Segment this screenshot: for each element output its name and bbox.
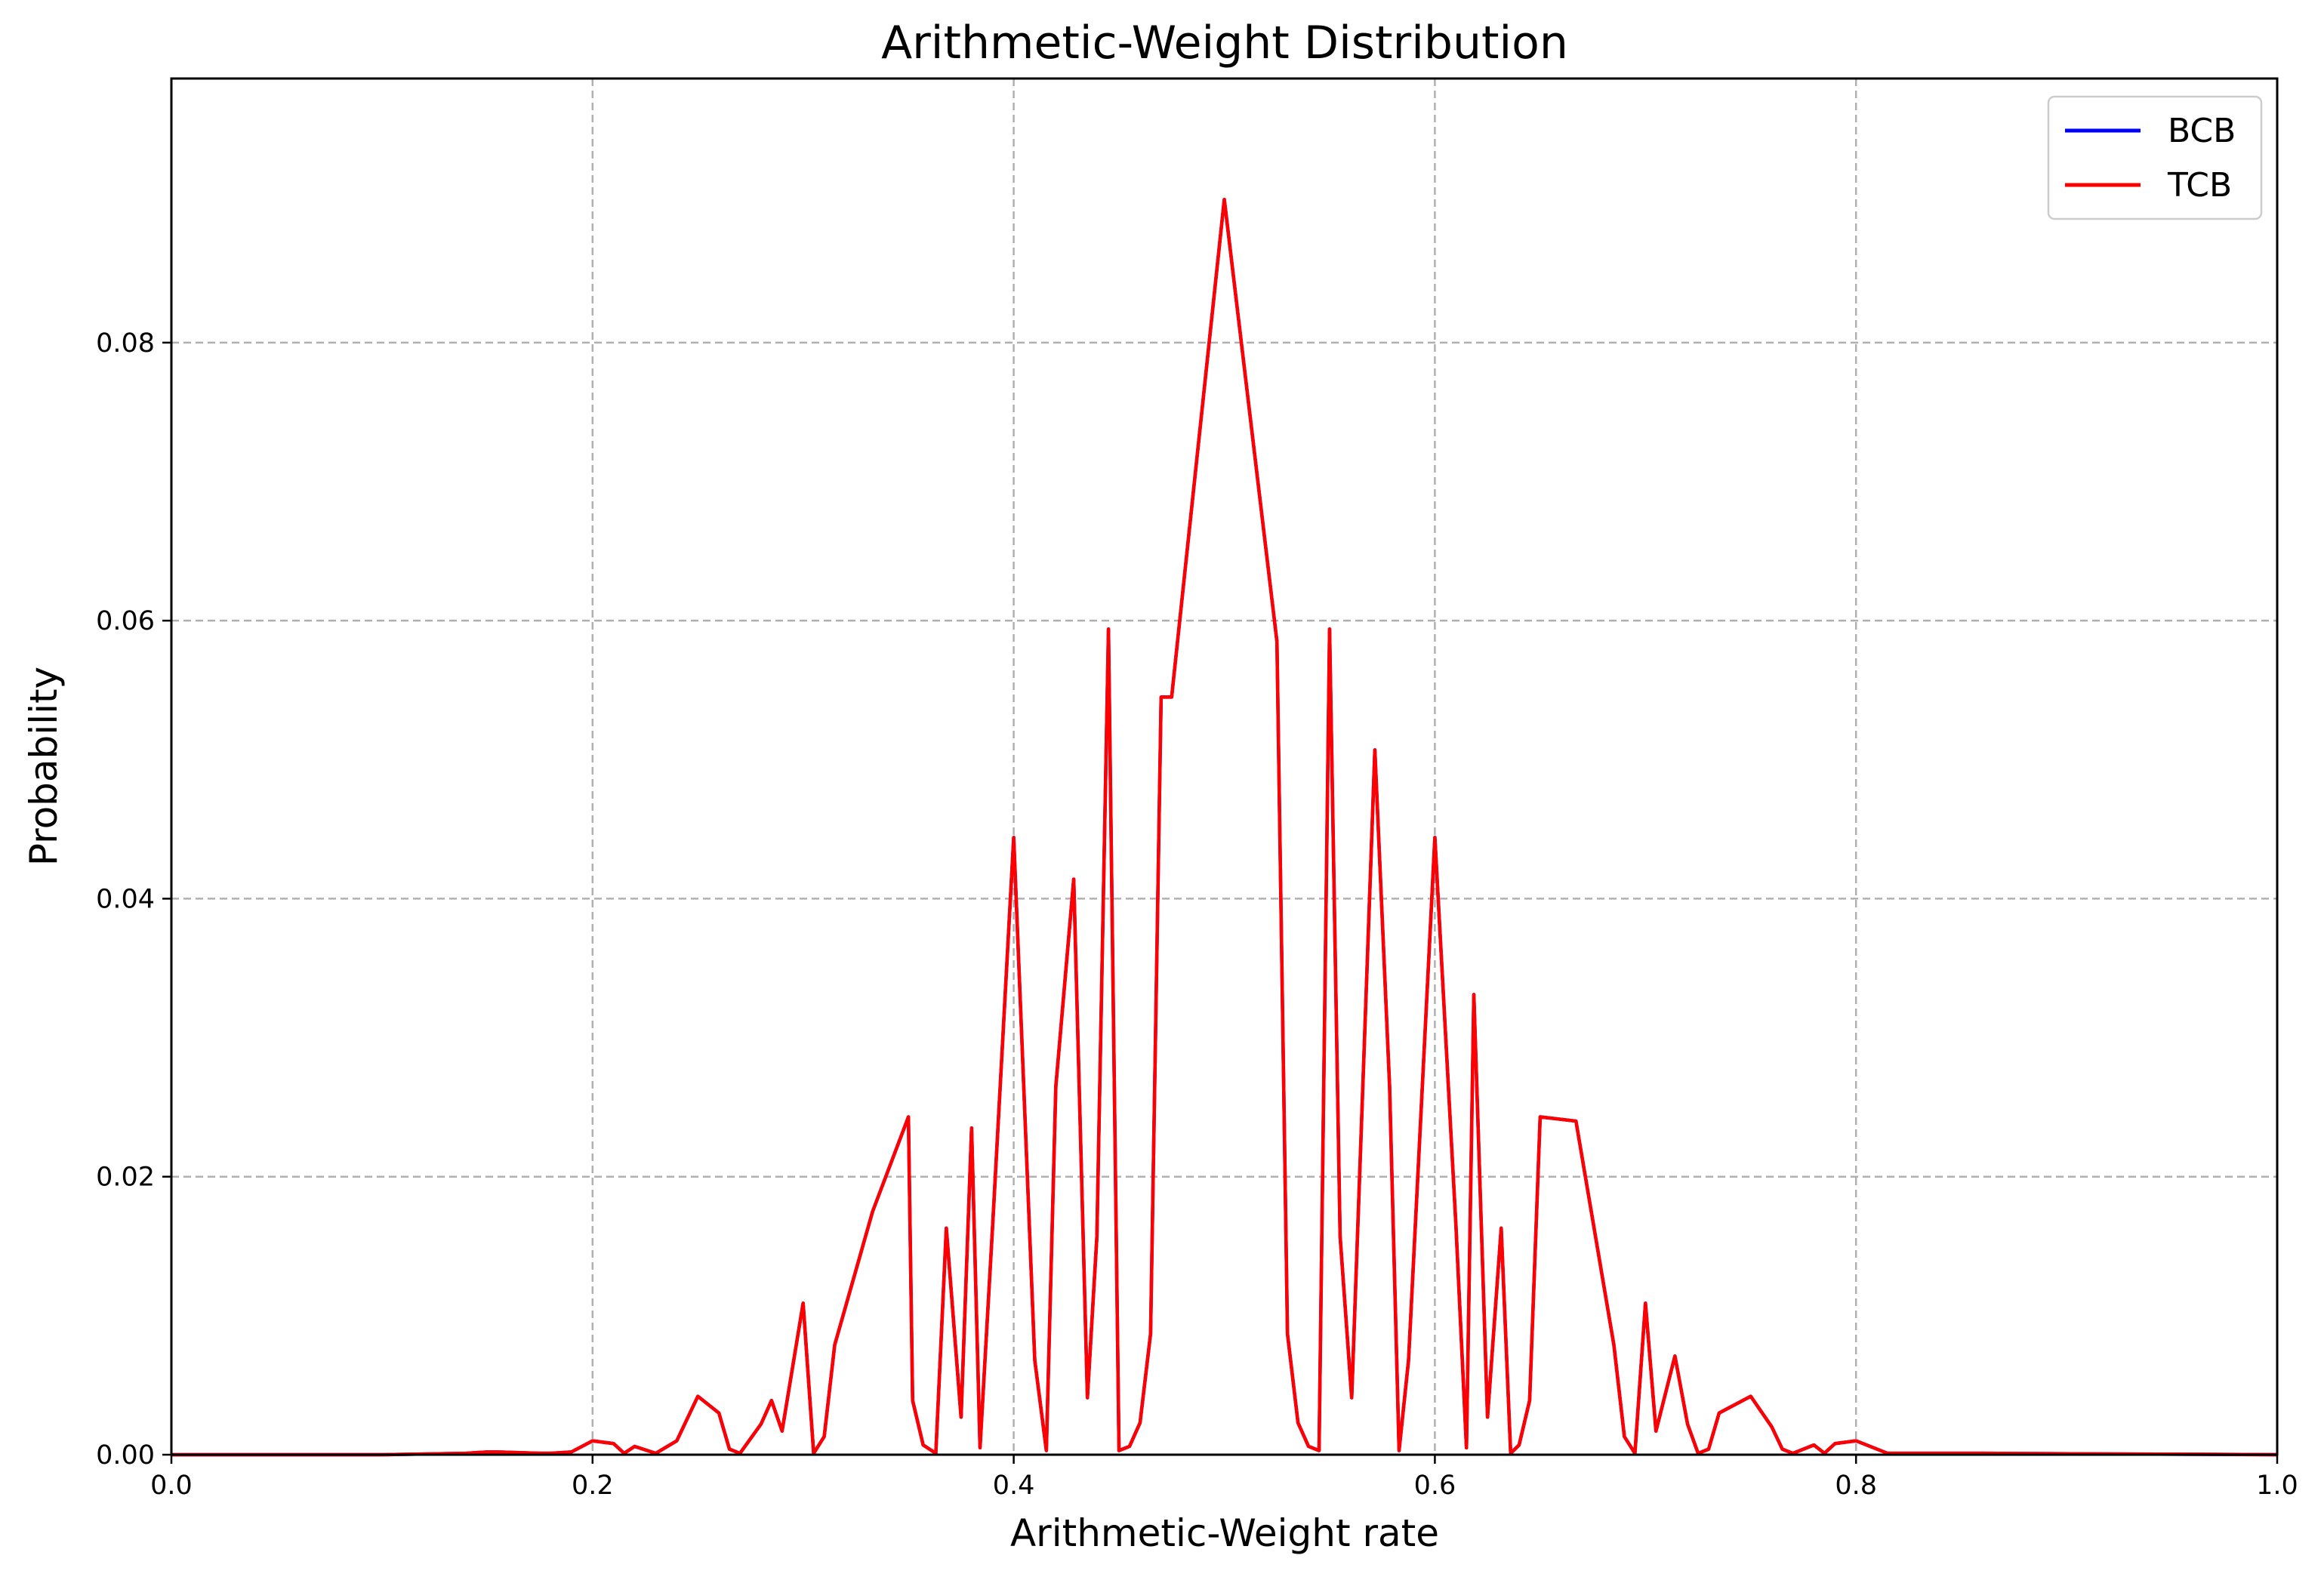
y-tick-label: 0.06 bbox=[96, 606, 155, 636]
legend: BCB TCB bbox=[2047, 95, 2263, 220]
x-tick-label: 0.8 bbox=[1835, 1471, 1877, 1501]
y-axis-label: Probability bbox=[22, 667, 66, 866]
x-axis-label: Arithmetic-Weight rate bbox=[1010, 1511, 1439, 1555]
chart-title: Arithmetic-Weight Distribution bbox=[881, 17, 1568, 69]
series-line-tcb bbox=[171, 197, 2278, 1457]
y-tick-label: 0.08 bbox=[96, 328, 155, 359]
x-tick-label: 0.4 bbox=[993, 1471, 1035, 1501]
ticks-layer: 0.0 0.2 0.4 0.6 0.8 1.0 0.00 0.02 0.04 0.06 0.08 bbox=[96, 328, 2298, 1501]
y-tick-label: 0.02 bbox=[96, 1163, 155, 1193]
legend-label-bcb: BCB bbox=[2168, 112, 2236, 150]
y-tick-label: 0.00 bbox=[96, 1440, 155, 1471]
y-tick-label: 0.04 bbox=[96, 884, 155, 914]
legend-box bbox=[2047, 95, 2263, 220]
plot-frame bbox=[170, 77, 2279, 1456]
series-layer bbox=[171, 197, 2278, 1457]
grid-layer bbox=[171, 79, 2277, 1455]
x-tick-label: 0.0 bbox=[150, 1471, 193, 1501]
x-tick-label: 0.6 bbox=[1414, 1471, 1456, 1501]
x-tick-label: 0.2 bbox=[572, 1471, 614, 1501]
x-tick-label: 1.0 bbox=[2256, 1471, 2298, 1501]
legend-label-tcb: TCB bbox=[2167, 166, 2232, 205]
